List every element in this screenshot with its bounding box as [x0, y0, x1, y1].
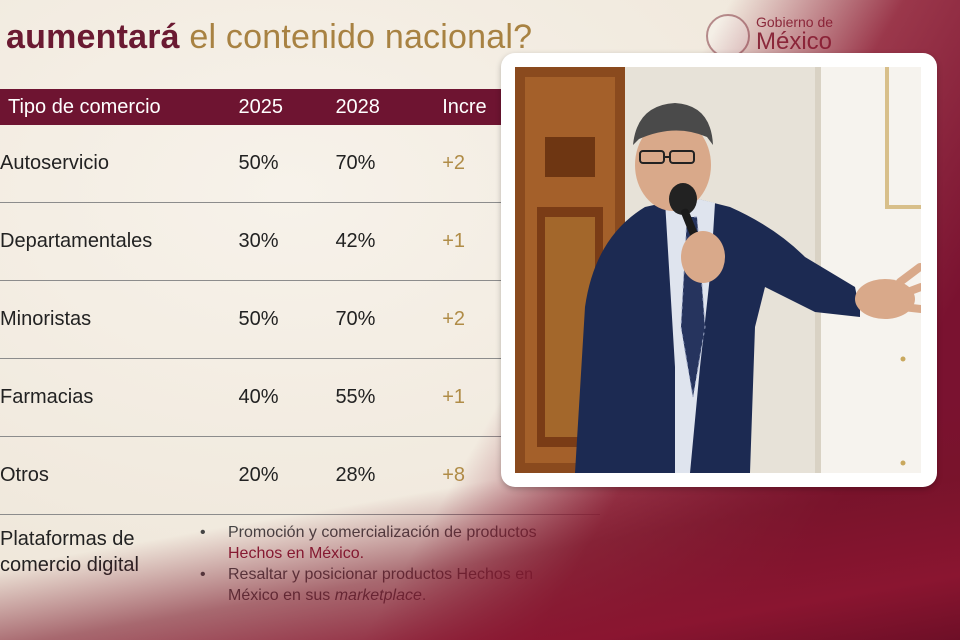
bullet-text: Resaltar y posicionar productos Hechos e… — [228, 566, 534, 583]
cell-tipo: Farmacias — [0, 358, 239, 437]
cell-2028: 55% — [335, 358, 443, 437]
seal-icon — [706, 14, 750, 58]
bullet-text-line2: México en sus marketplace. — [228, 585, 600, 606]
logo-line2: México — [756, 28, 833, 55]
slide-title: aumentará el contenido nacional? — [6, 18, 532, 57]
platform-label-line1: Plataformas de — [0, 528, 135, 550]
bullet-dot-icon: • — [200, 566, 206, 583]
header-2028: 2028 — [335, 89, 443, 125]
bullet-text2: México en sus — [228, 587, 331, 604]
cell-tipo: Departamentales — [0, 202, 239, 281]
cell-tipo: Otros — [0, 436, 239, 515]
title-bold: aumentará — [6, 18, 180, 56]
bullet-highlight: Hechos en México. — [228, 545, 365, 562]
speaker-photo-frame — [501, 53, 937, 487]
bullet-end: . — [421, 587, 427, 604]
speaker-photo-icon — [515, 67, 921, 473]
cell-2025: 30% — [238, 202, 336, 281]
platform-label-line2: comercio digital — [0, 554, 139, 576]
cell-2025: 40% — [238, 358, 336, 437]
platform-label: Plataformas de comercio digital — [0, 526, 139, 578]
cell-tipo: Minoristas — [0, 280, 239, 359]
cell-2028: 42% — [335, 202, 443, 281]
cell-2028: 28% — [335, 436, 443, 515]
bullet-text: Promoción y comercialización de producto… — [228, 524, 537, 541]
cell-2025: 50% — [238, 280, 336, 359]
cell-2028: 70% — [335, 280, 443, 359]
cell-2028: 70% — [335, 125, 443, 203]
bullet-item: • Resaltar y posicionar productos Hechos… — [200, 564, 600, 606]
title-rest: el contenido nacional? — [189, 18, 533, 56]
cell-2025: 20% — [238, 436, 336, 515]
header-tipo: Tipo de comercio — [0, 89, 239, 125]
header-2025: 2025 — [238, 89, 336, 125]
platform-bullets: • Promoción y comercialización de produc… — [200, 522, 600, 606]
cell-2025: 50% — [238, 125, 336, 203]
bullet-italic: marketplace — [334, 587, 422, 604]
gobierno-mexico-logo: Gobierno de México — [706, 12, 836, 58]
bullet-dot-icon: • — [200, 524, 206, 541]
bullet-item: • Promoción y comercialización de produc… — [200, 522, 600, 564]
cell-tipo: Autoservicio — [0, 125, 239, 203]
